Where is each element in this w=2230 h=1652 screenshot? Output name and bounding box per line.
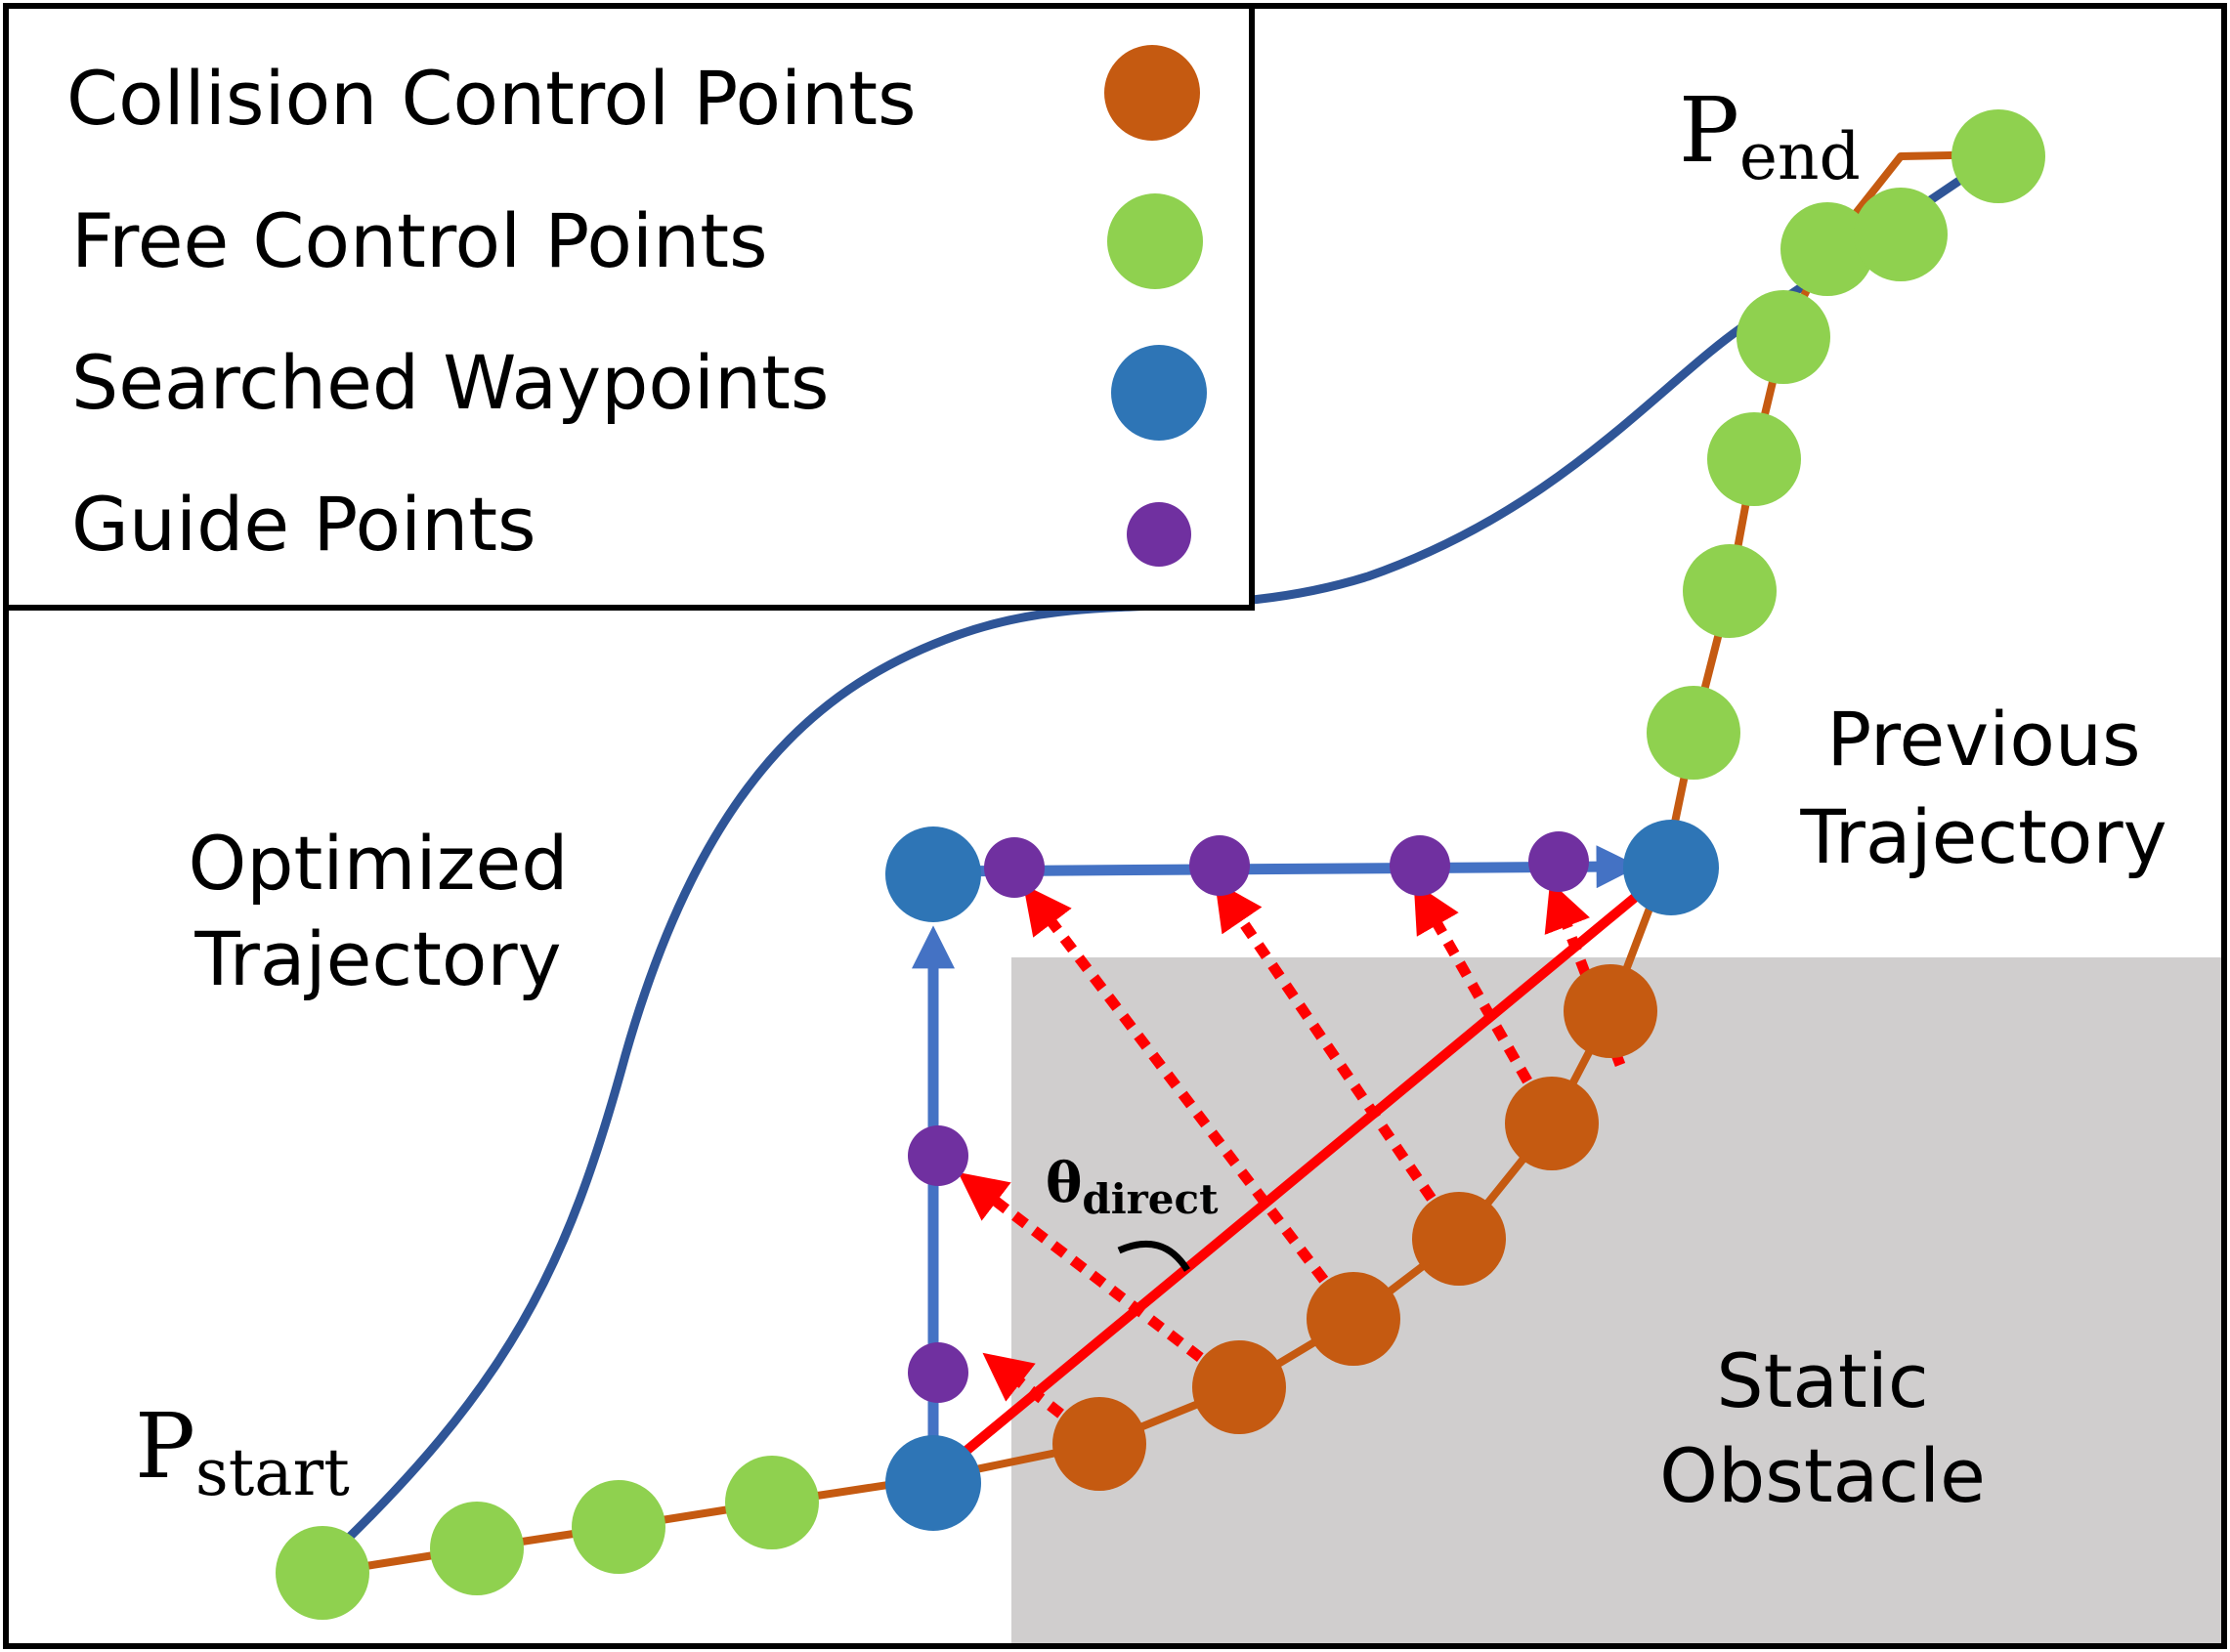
p-start-label: Pstart [135, 1394, 350, 1510]
searched-waypoint [1623, 820, 1719, 915]
legend-label-collision: Collision Control Points [66, 55, 917, 142]
collision-control-point [1052, 1397, 1146, 1491]
collision-control-point [1505, 1077, 1599, 1170]
guide-point [984, 837, 1045, 898]
free-control-point [430, 1502, 524, 1595]
static-obstacle-region [1011, 957, 2221, 1643]
guide-vector [982, 1352, 1103, 1449]
p-end-sub: end [1739, 119, 1861, 194]
searched-waypoint [885, 1435, 981, 1531]
searched-waypoint [885, 826, 981, 922]
previous-trajectory-label-line1: Previous [1826, 696, 2140, 783]
search-path-horizontal-arrow [932, 845, 1640, 889]
legend-marker-guide [1127, 502, 1191, 567]
legend-marker-collision [1104, 45, 1200, 141]
p-end-label: Pend [1679, 78, 1861, 194]
collision-control-point [1564, 964, 1657, 1058]
free-control-point [1780, 202, 1874, 296]
guide-point [1528, 831, 1589, 892]
free-control-point [1683, 544, 1777, 638]
p-end-main: P [1679, 78, 1739, 183]
p-start-sub: start [195, 1435, 350, 1510]
guide-vector [1023, 884, 1358, 1323]
free-control-point [1707, 412, 1801, 506]
legend-marker-free [1107, 193, 1203, 289]
free-control-point [1951, 109, 2045, 203]
guide-vector [958, 1171, 1243, 1392]
theta-direct-label: θdirect [1046, 1151, 1219, 1223]
free-control-point [572, 1480, 665, 1574]
free-control-point [725, 1456, 819, 1549]
static-obstacle-label-line1: Static [1716, 1337, 1928, 1424]
guide-point [1390, 835, 1450, 896]
optimized-trajectory-label-line1: Optimized [188, 820, 568, 907]
legend-marker-searched [1111, 345, 1207, 441]
searched-waypoints [885, 820, 1719, 1531]
free-control-point [1854, 188, 1948, 281]
collision-control-point [1307, 1272, 1400, 1366]
theta-sub: direct [1082, 1175, 1219, 1223]
guide-points [908, 831, 1589, 1403]
legend: Collision Control Points Free Control Po… [3, 3, 1255, 611]
free-control-point [1647, 686, 1740, 780]
theta-main: θ [1046, 1151, 1082, 1215]
legend-label-guide: Guide Points [71, 481, 536, 568]
previous-trajectory-label-line2: Trajectory [1799, 793, 2166, 880]
free-control-point [1737, 290, 1830, 384]
guide-point [908, 1125, 968, 1186]
direct-line [929, 864, 1675, 1482]
legend-label-searched: Searched Waypoints [71, 339, 830, 426]
free-control-points [276, 109, 2045, 1620]
collision-control-points [1052, 964, 1657, 1491]
guide-point [1189, 835, 1250, 896]
guide-point [908, 1342, 968, 1403]
static-obstacle-label-line2: Obstacle [1659, 1432, 1986, 1519]
optimized-trajectory-label-line2: Trajectory [193, 915, 561, 1002]
theta-angle-arc [1117, 1240, 1190, 1272]
free-control-point [276, 1526, 369, 1620]
guide-vector [1215, 880, 1464, 1243]
legend-label-free: Free Control Points [71, 197, 768, 284]
legend-box [3, 3, 1255, 611]
optimized-trajectory-curve [318, 149, 2003, 1568]
p-start-main: P [135, 1394, 195, 1499]
guide-vector [1413, 882, 1557, 1126]
collision-control-point [1192, 1340, 1286, 1434]
collision-control-point [1412, 1192, 1506, 1286]
